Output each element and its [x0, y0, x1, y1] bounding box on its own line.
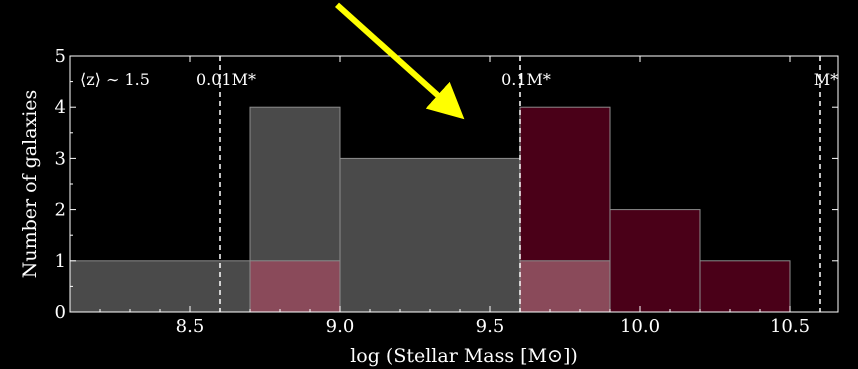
- x-tick-label-1: 9.0: [326, 316, 355, 337]
- ticks-layer: [69, 55, 838, 313]
- histogram-bar-s2-0: [249, 260, 341, 313]
- histogram-bar-s0-2: [339, 157, 521, 313]
- x-tick-label-0: 8.5: [176, 316, 205, 337]
- y-tick-label-2: 2: [55, 200, 66, 221]
- y-tick-label-1: 1: [55, 251, 66, 272]
- histogram-bar-s0-0: [69, 260, 251, 313]
- y-tick-label-4: 4: [55, 97, 66, 118]
- x-tick-label-2: 9.5: [476, 316, 505, 337]
- redshift-label: ⟨z⟩ ∼ 1.5: [80, 70, 150, 89]
- bars-layer: [69, 106, 791, 313]
- x-tick-label-3: 10.0: [620, 316, 660, 337]
- yellow-arrow: [334, 2, 465, 120]
- histogram-bar-s1-1: [609, 209, 701, 313]
- x-axis-title: log (Stellar Mass [M⊙]): [350, 345, 578, 367]
- y-tick-label-0: 0: [55, 302, 66, 323]
- histogram-bar-s2-1: [519, 260, 611, 313]
- y-tick-label-3: 3: [55, 148, 66, 169]
- labels-layer: 8.5 9.0 9.5 10.0 10.5 0 1 2 3 4 5 0.01M* 0.1M* M*: [55, 46, 839, 337]
- reference-line-label-2: M*: [814, 70, 838, 89]
- y-axis-title: Number of galaxies: [19, 90, 41, 279]
- x-tick-label-4: 10.5: [770, 316, 810, 337]
- y-tick-label-5: 5: [55, 46, 66, 67]
- histogram-bar-s1-2: [699, 260, 791, 313]
- reference-line-label-0: 0.01M*: [196, 70, 256, 89]
- reference-lines-layer: [219, 56, 821, 312]
- reference-line-label-1: 0.1M*: [501, 70, 551, 89]
